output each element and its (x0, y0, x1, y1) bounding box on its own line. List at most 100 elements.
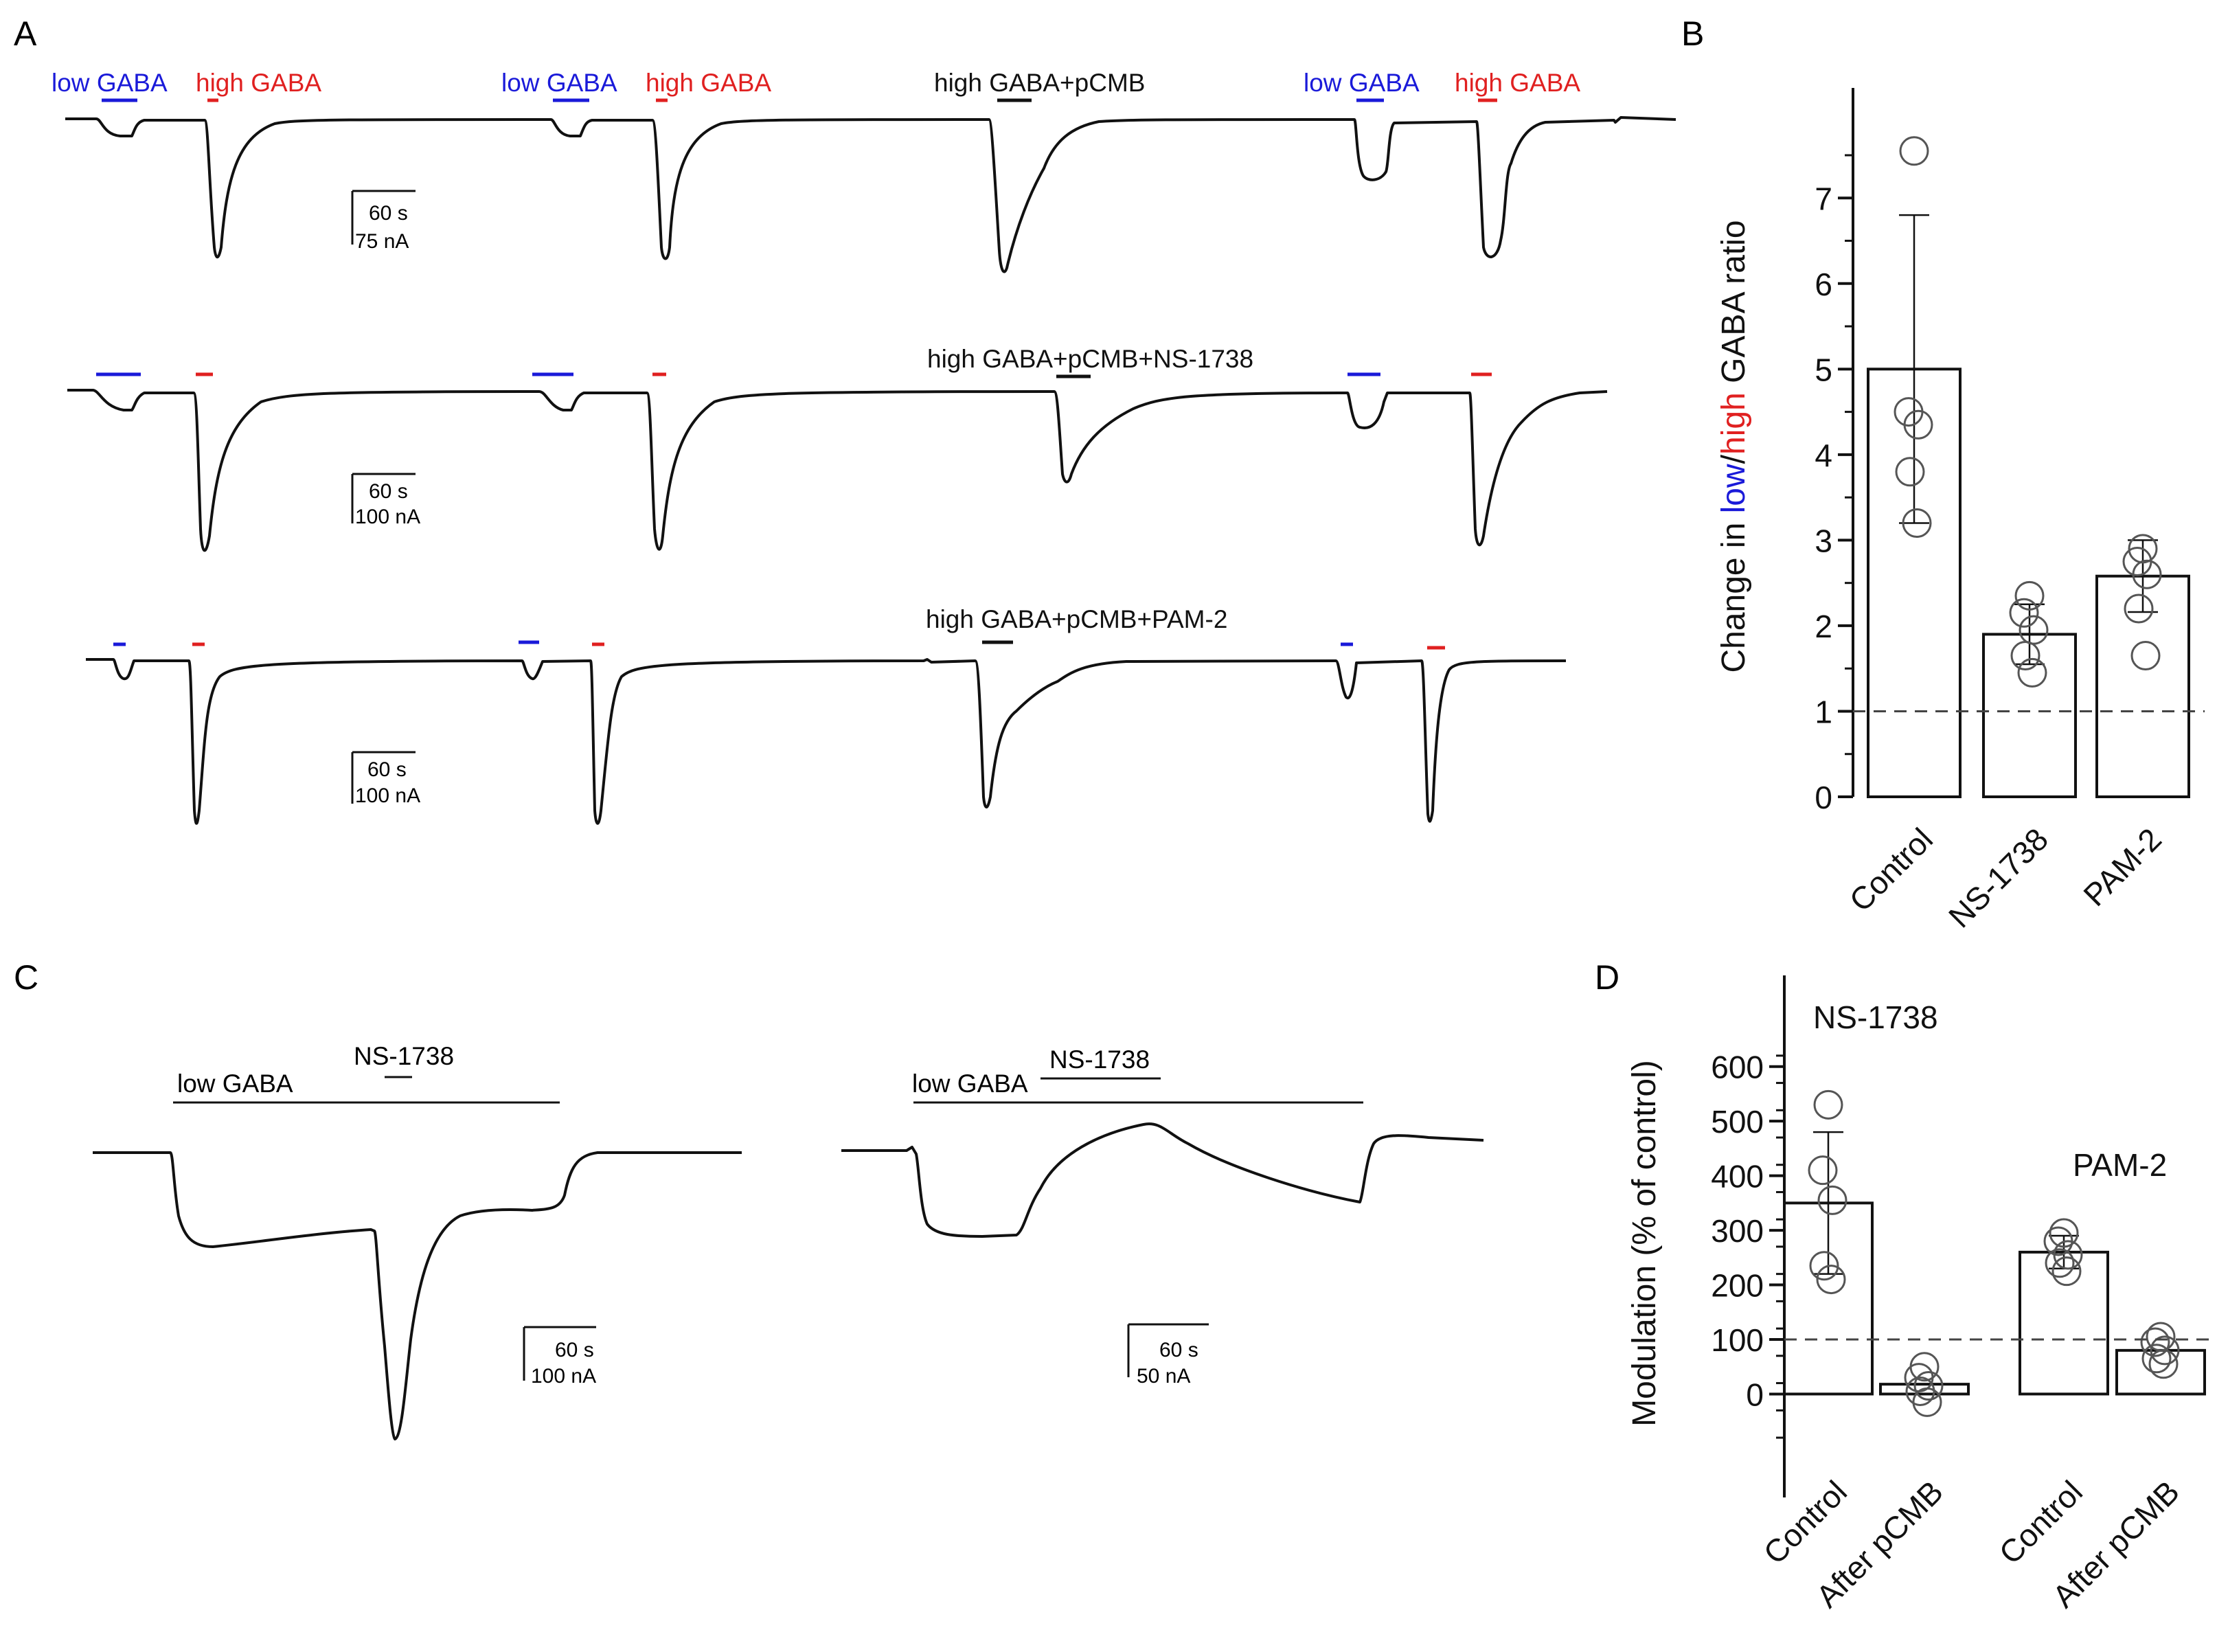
row1-scale-time: 60 s (369, 202, 408, 225)
row1-scale-current: 75 nA (355, 230, 409, 253)
row1-scale-bar (351, 190, 416, 245)
row3-scale-time: 60 s (367, 758, 407, 781)
row1-label-low-1: low GABA (52, 69, 168, 97)
x-category-label: Control (1992, 1473, 2089, 1571)
c-right-drug-label: NS-1738 (1049, 1045, 1150, 1074)
data-point (1909, 1352, 1940, 1382)
row3-scale-current: 100 nA (355, 784, 420, 807)
data-point (2140, 1327, 2170, 1357)
data-point (1817, 1185, 1848, 1215)
data-point (1809, 1251, 1839, 1281)
bar-2 (2019, 1250, 2109, 1396)
row1-label-pcmb: high GABA+pCMB (934, 69, 1145, 97)
y-tick-label: 5 (1815, 352, 1832, 387)
b-y-axis-label-part: Change in (1716, 513, 1752, 672)
d-y-axis-label: Modulation (% of control) (1626, 1060, 1663, 1427)
y-tick-label: 7 (1815, 181, 1832, 216)
bar-1 (1879, 1383, 1970, 1396)
c-left-scale-time: 60 s (555, 1339, 594, 1361)
c-left-scale-current: 100 nA (531, 1365, 596, 1388)
y-tick-label: 300 (1711, 1213, 1764, 1249)
panel-a: low GABA high GABA low GABA high GABA hi… (52, 69, 1676, 825)
data-point (2049, 1218, 2079, 1248)
b-y-axis-label: Change in low/high GABA ratio (1716, 220, 1752, 672)
y-tick-label: 2 (1815, 609, 1832, 644)
row1-label-low-2: low GABA (501, 69, 617, 97)
panel-b-chart: 0 1 2 3 4 5 6 7 Control NS-1738 PAM-2 Change in low… (1716, 88, 2205, 934)
c-left-trace (93, 1151, 742, 1440)
c-right-trace (841, 1122, 1484, 1238)
row1-label-high-2: high GABA (646, 69, 771, 97)
data-point (1912, 1387, 1942, 1417)
row2-trace (67, 389, 1608, 552)
data-point (1813, 1089, 1843, 1120)
x-category-label: Control (1756, 1473, 1854, 1571)
data-point (2150, 1335, 2180, 1366)
c-right-scale-current: 50 nA (1137, 1365, 1190, 1388)
b-y-axis-label-part: high (1716, 392, 1752, 455)
data-point (1808, 1155, 1838, 1186)
panel-label-d: D (1595, 958, 1619, 997)
row2-scale-bar (351, 473, 416, 523)
data-point (2130, 641, 2161, 671)
x-category-label: NS-1738 (1942, 821, 2055, 934)
panel-label-b: B (1681, 14, 1704, 53)
row2-scale-current: 100 nA (355, 506, 420, 528)
c-left-drug-label: NS-1738 (354, 1042, 454, 1070)
data-point (2124, 593, 2154, 624)
data-point (1816, 1265, 1846, 1295)
data-point (1899, 136, 1929, 166)
y-tick-label: 1 (1815, 694, 1832, 729)
c-right-low-label: low GABA (912, 1070, 1028, 1098)
data-point (2148, 1349, 2179, 1379)
data-point (2014, 580, 2045, 611)
y-tick-label: 200 (1711, 1268, 1764, 1304)
y-tick-label: 6 (1815, 267, 1832, 302)
x-category-label: PAM-2 (2076, 821, 2168, 913)
panel-label-a: A (14, 14, 37, 53)
row3-label-pam2: high GABA+pCMB+PAM-2 (926, 605, 1227, 633)
data-point (2141, 1344, 2172, 1374)
row1-label-low-3: low GABA (1304, 69, 1420, 97)
data-point (2019, 615, 2049, 645)
y-tick-label: 100 (1711, 1322, 1764, 1358)
data-point (2051, 1256, 2082, 1287)
data-point (2010, 641, 2040, 671)
y-tick-label: 0 (1746, 1377, 1764, 1412)
row3-trace (86, 658, 1567, 825)
data-point (1903, 409, 1933, 440)
row2-scale-time: 60 s (369, 480, 408, 503)
row1-trace (65, 116, 1676, 273)
panel-label-c: C (14, 958, 38, 997)
y-tick-label: 4 (1815, 438, 1832, 473)
b-y-axis-label-part: / (1716, 454, 1752, 464)
c-left-low-label: low GABA (177, 1070, 293, 1098)
row2-label-ns1738: high GABA+pCMB+NS-1738 (927, 345, 1253, 373)
row3-scale-bar (351, 751, 416, 804)
data-point (2009, 598, 2039, 628)
y-tick-label: 500 (1711, 1104, 1764, 1140)
d-group-label-ns1738: NS-1738 (1813, 999, 1938, 1035)
data-point (1902, 508, 1932, 538)
c-left-scale-bar (523, 1326, 596, 1381)
row1-label-high-1: high GABA (196, 69, 321, 97)
c-right-scale-time: 60 s (1159, 1339, 1198, 1361)
y-tick-label: 600 (1711, 1050, 1764, 1085)
y-tick-label: 400 (1711, 1159, 1764, 1195)
data-point (1913, 1371, 1944, 1401)
data-point (1895, 457, 1925, 487)
c-right-scale-bar (1127, 1323, 1209, 1377)
data-point (2053, 1240, 2083, 1270)
data-point (2128, 534, 2158, 564)
y-tick-label: 0 (1815, 780, 1832, 815)
data-point (2017, 657, 2047, 688)
row1-label-high-3: high GABA (1455, 69, 1580, 97)
data-point (2132, 559, 2162, 589)
x-category-label: Control (1842, 821, 1940, 918)
data-point (2045, 1248, 2075, 1278)
b-y-axis-label-part: GABA ratio (1716, 220, 1752, 392)
b-y-axis-label-part: low (1716, 464, 1752, 513)
y-tick-label: 3 (1815, 523, 1832, 558)
